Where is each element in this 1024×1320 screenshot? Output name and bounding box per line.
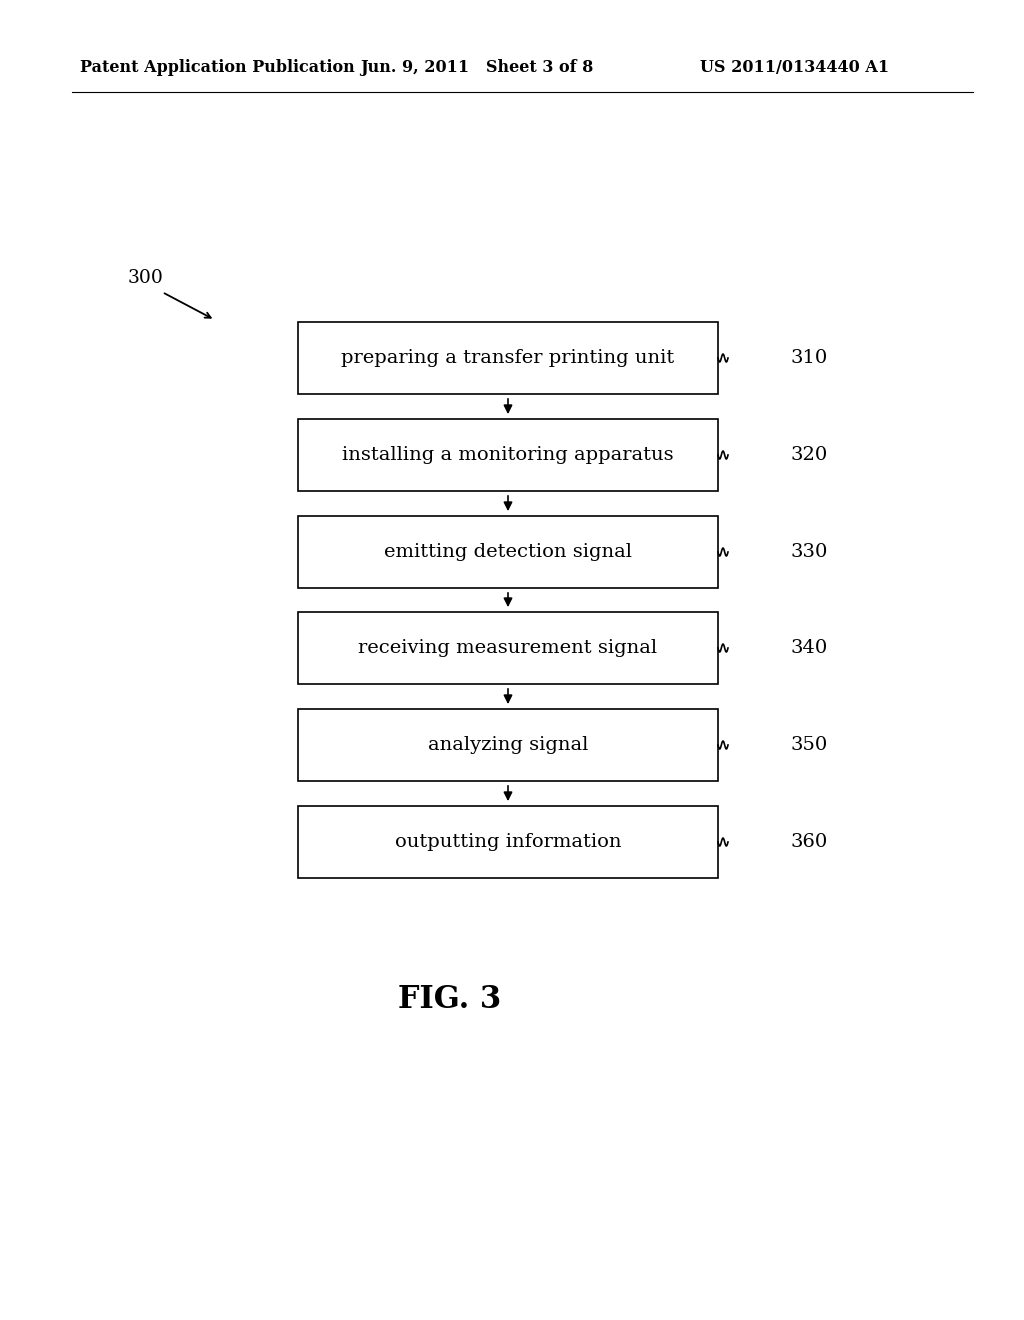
Text: installing a monitoring apparatus: installing a monitoring apparatus [342, 446, 674, 465]
Bar [298, 709, 718, 781]
Text: 320: 320 [790, 446, 827, 465]
Text: preparing a transfer printing unit: preparing a transfer printing unit [341, 348, 675, 367]
Bar [298, 516, 718, 587]
Text: 360: 360 [790, 833, 827, 851]
Text: Jun. 9, 2011   Sheet 3 of 8: Jun. 9, 2011 Sheet 3 of 8 [360, 59, 593, 77]
Text: analyzing signal: analyzing signal [428, 737, 588, 754]
Text: 340: 340 [790, 639, 827, 657]
Bar [298, 807, 718, 878]
Text: 350: 350 [790, 737, 827, 754]
Text: US 2011/0134440 A1: US 2011/0134440 A1 [700, 59, 889, 77]
Text: 310: 310 [790, 348, 827, 367]
Text: 330: 330 [790, 543, 827, 561]
Text: FIG. 3: FIG. 3 [398, 985, 502, 1015]
Bar [298, 322, 718, 393]
Bar [298, 612, 718, 684]
Text: 300: 300 [128, 269, 164, 286]
Text: receiving measurement signal: receiving measurement signal [358, 639, 657, 657]
Bar [298, 418, 718, 491]
Text: outputting information: outputting information [394, 833, 622, 851]
Text: emitting detection signal: emitting detection signal [384, 543, 632, 561]
Text: Patent Application Publication: Patent Application Publication [80, 59, 354, 77]
